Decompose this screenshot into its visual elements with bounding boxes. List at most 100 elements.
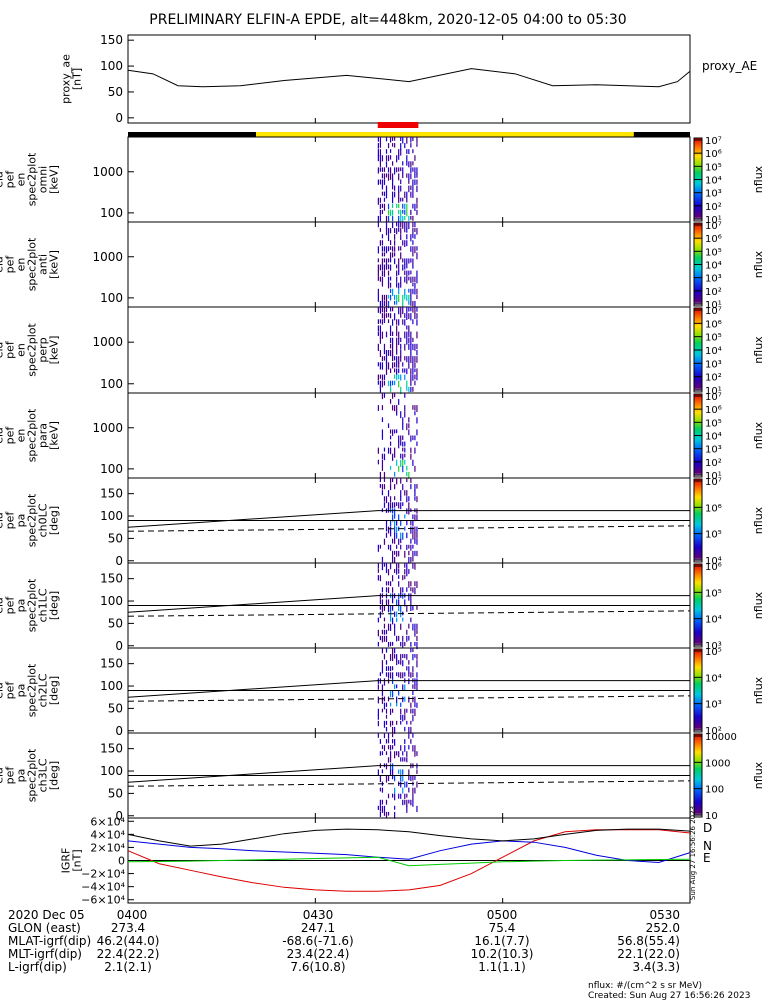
panel-ylabel-line: spec2plot [26, 663, 39, 717]
heatmap-cell [383, 654, 386, 660]
heatmap-cell [389, 763, 392, 771]
colorbar-tick-label: 10⁵ [705, 418, 722, 429]
heatmap-cell [400, 459, 402, 467]
heatmap-cell [387, 490, 390, 497]
heatmap-cell [416, 246, 418, 251]
heatmap-cell [398, 575, 400, 579]
heatmap-cell [377, 143, 379, 149]
panel-ylabel-line: pef [4, 170, 17, 189]
heatmap-cell [402, 672, 404, 679]
heatmap-cell [402, 684, 404, 691]
info-value: 247.1 [301, 921, 335, 935]
panel-ylabel-line: ela [0, 512, 6, 529]
heatmap-cell [387, 569, 390, 576]
heatmap-cell [404, 240, 406, 248]
heatmap-cell [398, 191, 400, 199]
heatmap-cell [377, 684, 379, 690]
heatmap-cell [416, 654, 418, 660]
y-tick-label: 6×10⁴ [90, 815, 125, 828]
heatmap-cell [416, 605, 418, 610]
heatmap-cell [391, 514, 394, 522]
heatmap-cell [410, 544, 412, 551]
heatmap-cell [379, 240, 382, 246]
heatmap-cell [383, 563, 386, 567]
heatmap-cell [379, 593, 382, 600]
heatmap-cell [406, 520, 408, 526]
heatmap-cell [381, 690, 384, 696]
heatmap-cell [383, 453, 386, 461]
heatmap-cell [408, 496, 410, 502]
heatmap-cell [387, 319, 390, 324]
heatmap-cell [404, 405, 406, 412]
heatmap-cell [400, 793, 402, 799]
heatmap-cell [416, 526, 418, 533]
heatmap-cell [389, 307, 392, 312]
heatmap-cell [379, 471, 382, 479]
heatmap-cell [389, 447, 392, 455]
colorbar-tick-label: 10⁵ [705, 647, 722, 658]
heatmap-cell [410, 288, 412, 296]
panel-ylabel-line: ela [0, 767, 6, 784]
heatmap-cell [377, 307, 379, 313]
heatmap-cell [379, 337, 382, 344]
heatmap-cell [389, 246, 392, 250]
heatmap-cell [387, 811, 390, 816]
heatmap-cell [391, 350, 394, 357]
heatmap-cell [412, 374, 414, 381]
heatmap-cell [391, 185, 394, 190]
panel-ylabel-line: para [37, 423, 50, 448]
heatmap-cell [404, 453, 406, 458]
heatmap-cell [385, 300, 388, 307]
heatmap-cell [379, 799, 382, 806]
heatmap-cell [387, 258, 390, 263]
heatmap-cell [383, 167, 386, 172]
panel-ylabel-line: ela [0, 171, 6, 188]
heatmap-cell [396, 325, 398, 332]
heatmap-cell [381, 769, 384, 774]
heatmap-cell [377, 331, 379, 336]
heatmap-cell [387, 203, 390, 210]
heatmap-cell [381, 417, 384, 423]
heatmap-cell [394, 496, 396, 501]
heatmap-cell [389, 240, 392, 245]
colorbar-tick-label: 10² [705, 287, 722, 298]
heatmap-cell [391, 203, 394, 209]
heatmap-cell [416, 270, 418, 278]
heatmap-cell [377, 270, 379, 277]
heatmap-cell [389, 167, 392, 174]
heatmap-cell [410, 356, 412, 363]
heatmap-cell [391, 143, 394, 147]
panel-ylabel-line: ela [0, 256, 6, 273]
heatmap-cell [385, 581, 388, 586]
heatmap-cell [398, 635, 400, 641]
heatmap-cell [398, 550, 400, 557]
heatmap-cell [387, 264, 390, 270]
colorbar-tick-label: 10⁷ [705, 306, 722, 317]
heatmap-cell [394, 380, 396, 386]
heatmap-cell [379, 599, 382, 605]
heatmap-cell [389, 526, 392, 534]
heatmap-cell [398, 270, 400, 276]
heatmap-cell [408, 678, 410, 685]
heatmap-cell [410, 270, 412, 275]
heatmap-cell [396, 563, 398, 570]
heatmap-cell [394, 508, 396, 516]
heatmap-cell [391, 793, 394, 798]
heatmap-cell [387, 745, 390, 750]
heatmap-cell [408, 276, 410, 281]
heatmap-cell [400, 605, 402, 612]
heatmap-cell [394, 471, 396, 477]
heatmap-cell [414, 222, 416, 228]
heatmap-cell [408, 417, 410, 423]
heatmap-cell [396, 478, 398, 485]
heatmap-cell [396, 337, 398, 345]
heatmap-cell [410, 246, 412, 252]
heatmap-cell [383, 745, 386, 752]
heatmap-cell [394, 532, 396, 539]
info-value: 0400 [117, 908, 148, 922]
heatmap-cell [377, 258, 379, 263]
heatmap-cell [406, 587, 408, 592]
colorbar-tick-label: 10⁷ [705, 477, 722, 488]
heatmap-cell [416, 294, 418, 299]
heatmap-cell [389, 228, 392, 234]
